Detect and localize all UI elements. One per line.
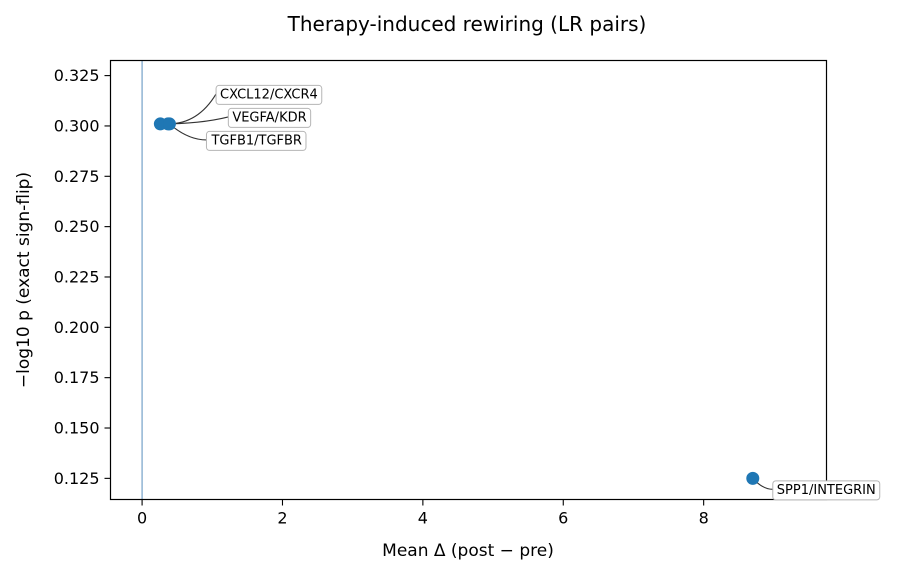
- annotation-label: CXCL12/CXCR4: [220, 87, 318, 102]
- annotation-box: [772, 480, 881, 501]
- point-annotations: CXCL12/CXCR4 VEGFA/KDR TGFB1/TGFBR SPP1/INT…: [153, 84, 881, 501]
- data-point: [153, 117, 167, 131]
- x-tick-label: 4: [418, 509, 428, 528]
- plot-frame: [109, 59, 828, 501]
- annotation: SPP1/INTEGRIN: [752, 477, 881, 501]
- annotation-box: [215, 84, 323, 105]
- annotation-label: VEGFA/KDR: [232, 110, 306, 125]
- annotation-box: [205, 130, 307, 151]
- x-tick-label: 0: [137, 509, 147, 528]
- x-tick-label: 2: [277, 509, 287, 528]
- y-tick-label: 0.175: [54, 368, 100, 387]
- y-axis: 0.125 0.150 0.175 0.200 0.225 0.250 0.275 0.300…: [54, 66, 111, 488]
- x-axis-label: Mean Δ (post − pre): [382, 541, 554, 561]
- x-tick-label: 8: [699, 509, 709, 528]
- y-tick-label: 0.125: [54, 469, 100, 488]
- annotation: CXCL12/CXCR4: [168, 84, 323, 125]
- chart-title: Therapy-induced rewiring (LR pairs): [287, 12, 647, 36]
- annotation: VEGFA/KDR: [160, 107, 312, 128]
- y-tick-label: 0.150: [54, 419, 100, 438]
- y-tick-label: 0.200: [54, 318, 100, 337]
- x-axis: 0 2 4 6 8: [137, 499, 709, 528]
- y-axis-label: −log10 p (exact sign-flip): [14, 172, 34, 388]
- y-tick-label: 0.325: [54, 66, 100, 85]
- x-tick-label: 6: [558, 509, 568, 528]
- y-tick-label: 0.250: [54, 217, 100, 236]
- y-tick-label: 0.275: [54, 167, 100, 186]
- y-tick-label: 0.225: [54, 267, 100, 286]
- data-point: [162, 117, 176, 131]
- annotation-box: [227, 107, 312, 128]
- annotation-label: SPP1/INTEGRIN: [777, 483, 876, 498]
- annotation-connector: [168, 93, 217, 125]
- annotation-label: TGFB1/TGFBR: [210, 133, 302, 148]
- annotation: TGFB1/TGFBR: [169, 123, 307, 151]
- y-tick-label: 0.300: [54, 116, 100, 135]
- data-point: [746, 471, 760, 485]
